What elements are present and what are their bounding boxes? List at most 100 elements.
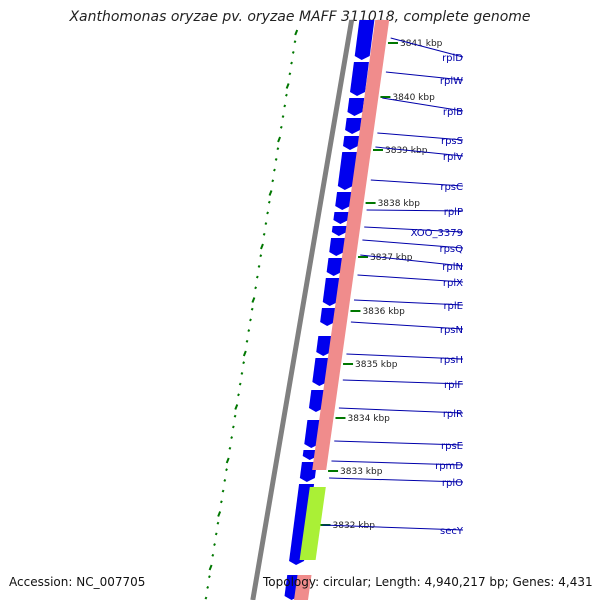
gene-labels[interactable]: rplD rplW rplB rpsS rplV rpsC rplP XOO_3379 rpsQ…: [322, 37, 464, 537]
kbp-label: 3835 kbp: [355, 360, 398, 370]
gene-label[interactable]: rplV: [443, 152, 463, 163]
tick-mark: [262, 232, 266, 236]
tick-mark: [283, 104, 287, 108]
tick-mark: [257, 264, 261, 268]
tick-mark: [276, 147, 280, 151]
tick-mark: [279, 125, 283, 129]
tick-mark: [216, 521, 220, 525]
gene-arrow[interactable]: [331, 226, 348, 236]
tick-mark: [285, 93, 288, 97]
label-leader-line: [346, 353, 464, 360]
gene-label[interactable]: rpsC: [440, 182, 463, 193]
gene-label[interactable]: rplR: [443, 409, 463, 420]
tick-mark: [245, 339, 249, 343]
label-leader-line: [338, 407, 464, 414]
tick-mark: [213, 543, 216, 547]
tick-mark: [231, 425, 235, 429]
label-leader-line: [382, 97, 464, 112]
gene-label[interactable]: rpsH: [440, 355, 463, 366]
tick-mark: [285, 83, 290, 89]
tick-mark: [255, 275, 259, 279]
tick-mark: [251, 297, 256, 303]
tick-mark: [264, 222, 268, 226]
gene-arrow[interactable]: [343, 136, 360, 150]
kbp-label: 3840 kbp: [392, 93, 435, 103]
gene-label[interactable]: rplX: [443, 278, 463, 289]
tick-mark: [208, 564, 213, 571]
tick-mark: [281, 115, 285, 119]
label-leader-line: [357, 274, 464, 283]
tick-mark: [214, 532, 218, 536]
label-leader-line: [322, 524, 464, 531]
gene-arrow[interactable]: [350, 62, 369, 96]
label-leader-line: [390, 37, 464, 58]
tick-mark: [206, 585, 210, 589]
gene-label[interactable]: rplO: [442, 478, 463, 489]
gene-arrow[interactable]: [345, 118, 362, 134]
gene-label[interactable]: rplN: [442, 262, 463, 273]
gene-label[interactable]: rpsE: [441, 441, 463, 452]
label-leader-line: [366, 209, 464, 212]
gene-arrow[interactable]: [329, 238, 347, 256]
highlight-gene-block: [299, 487, 326, 560]
label-leader-line: [377, 132, 464, 141]
gene-label[interactable]: rpsQ: [439, 244, 463, 255]
kbp-label: 3839 kbp: [385, 146, 428, 156]
tick-mark: [294, 29, 299, 36]
label-leader-line: [331, 460, 464, 466]
gene-label[interactable]: rplE: [443, 301, 463, 312]
tick-mark: [225, 457, 230, 464]
tick-mark: [250, 307, 254, 311]
tick-mark: [217, 511, 222, 517]
tick-mark: [211, 553, 215, 557]
tick-mark: [238, 382, 242, 386]
label-leader-line: [364, 226, 464, 233]
gene-arrow[interactable]: [354, 20, 375, 60]
tick-mark: [267, 200, 271, 204]
backbone-line: [250, 19, 355, 600]
gene-arrow[interactable]: [333, 212, 350, 224]
gene-label[interactable]: rplD: [442, 53, 463, 64]
tick-mark: [277, 136, 282, 143]
gene-label[interactable]: rpsS: [441, 136, 463, 147]
tick-mark: [204, 596, 208, 600]
tick-mark: [234, 404, 239, 410]
gene-label[interactable]: XOO_3379: [411, 228, 463, 239]
tick-mark: [237, 393, 240, 397]
gene-label[interactable]: rplF: [444, 380, 463, 391]
outer-tick-ring: [204, 29, 299, 600]
kbp-label: 3841 kbp: [400, 39, 443, 49]
tick-mark: [233, 414, 237, 418]
label-leader-line: [334, 440, 464, 446]
label-leader-line: [385, 71, 464, 81]
gene-label[interactable]: rpsN: [440, 325, 463, 336]
gene-arrow[interactable]: [320, 308, 337, 326]
tick-mark: [268, 190, 273, 196]
tick-mark: [249, 318, 252, 322]
topology-label: Topology: circular; Length: 4,940,217 bp…: [263, 575, 593, 589]
tick-mark: [242, 361, 246, 365]
gene-arrow[interactable]: [335, 192, 353, 210]
tick-mark: [207, 575, 211, 579]
gene-arrow[interactable]: [326, 258, 344, 276]
gene-arrow[interactable]: [337, 152, 358, 190]
tick-mark: [225, 468, 228, 472]
accession-label: Accession: NC_007705: [9, 575, 146, 589]
gene-label[interactable]: secY: [440, 526, 464, 537]
gene-arrow[interactable]: [347, 98, 365, 116]
tick-mark: [223, 478, 227, 482]
gene-label[interactable]: rplP: [444, 207, 463, 218]
tick-mark: [230, 436, 234, 440]
tick-mark: [219, 500, 223, 504]
backbone-stroke: [250, 19, 355, 600]
gene-label[interactable]: rplW: [440, 76, 463, 87]
tick-mark: [242, 350, 247, 357]
tick-mark: [271, 179, 275, 183]
kbp-label: 3833 kbp: [340, 467, 383, 477]
label-leader-line: [370, 179, 464, 187]
gene-label[interactable]: rpmD: [435, 461, 463, 472]
gene-label[interactable]: rplB: [443, 107, 463, 118]
tick-mark: [221, 489, 225, 493]
label-leader-line: [375, 146, 464, 157]
